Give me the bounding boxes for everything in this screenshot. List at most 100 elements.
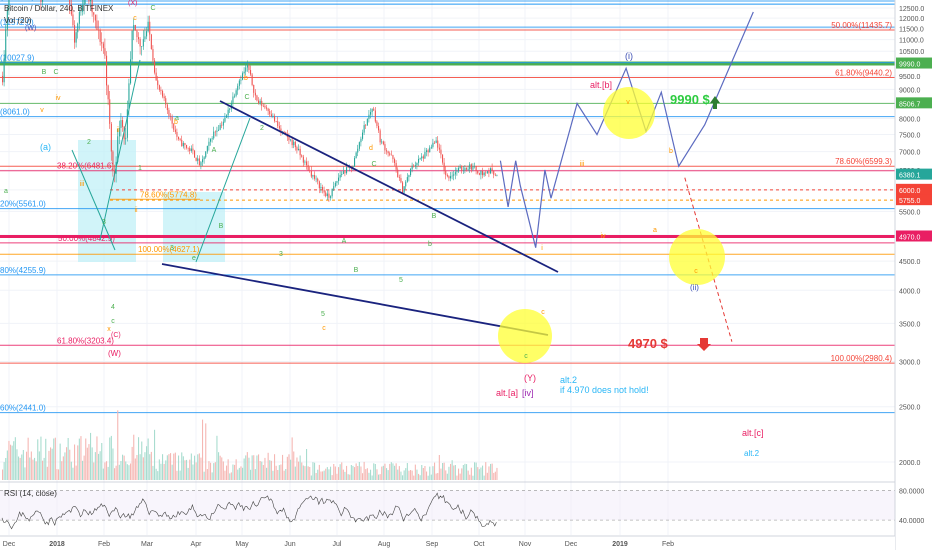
wave-label-42: b bbox=[428, 241, 432, 248]
volume-bar bbox=[472, 475, 474, 480]
wave-label-28: a bbox=[175, 115, 179, 122]
price-badge-text-1: 8506.7 bbox=[899, 101, 921, 108]
candle-body bbox=[418, 158, 420, 163]
annotation-14: (C) bbox=[111, 332, 121, 339]
volume-bar bbox=[246, 452, 248, 480]
volume-bar bbox=[477, 467, 479, 480]
candle-body bbox=[104, 48, 106, 56]
candle-body bbox=[344, 171, 346, 174]
candle-body bbox=[237, 85, 239, 91]
candle-body bbox=[99, 30, 101, 42]
candle-body bbox=[186, 145, 188, 148]
candle-body bbox=[109, 99, 111, 124]
volume-bar bbox=[35, 461, 37, 480]
candle-body bbox=[299, 148, 301, 156]
volume-bar bbox=[43, 457, 45, 480]
volume-bar bbox=[133, 434, 135, 480]
volume-bar bbox=[462, 465, 464, 480]
wave-label-35: e bbox=[192, 255, 196, 262]
candle-body bbox=[307, 165, 309, 171]
volume-bar bbox=[226, 465, 228, 480]
fib-label-10: 61.80%(3203.4) bbox=[57, 336, 114, 345]
price-tick-19: 3000.0 bbox=[899, 360, 921, 367]
wave-label-7: i bbox=[541, 245, 543, 252]
candle-body bbox=[488, 171, 490, 174]
candle-body bbox=[298, 148, 300, 151]
candle-body bbox=[150, 34, 152, 50]
candle-body bbox=[160, 89, 162, 91]
target-circle-bottom bbox=[498, 309, 552, 363]
volume-bar bbox=[278, 465, 280, 480]
candle-body bbox=[408, 175, 410, 178]
candle-body bbox=[493, 170, 495, 175]
candle-body bbox=[491, 168, 493, 171]
candle-body bbox=[42, 0, 44, 2]
annotation-12: (a) bbox=[40, 142, 51, 152]
candle-body bbox=[469, 164, 471, 170]
candle-body bbox=[229, 108, 231, 110]
volume-bar bbox=[131, 446, 133, 480]
volume-bar bbox=[422, 468, 424, 480]
price-badge-text-2: 6380.1 bbox=[899, 173, 921, 180]
candle-body bbox=[171, 116, 173, 124]
volume-bar bbox=[398, 466, 400, 480]
candle-body bbox=[200, 162, 202, 166]
volume-bar bbox=[219, 455, 221, 480]
candle-body bbox=[242, 73, 244, 80]
candle-body bbox=[262, 105, 264, 107]
candle-body bbox=[482, 171, 484, 176]
candle-body bbox=[486, 171, 488, 174]
volume-bar bbox=[493, 472, 495, 480]
candle-body bbox=[110, 123, 112, 152]
wave-label-27: C bbox=[371, 161, 376, 168]
time-tick-11: Nov bbox=[519, 541, 532, 548]
fib-label-13: 61.80%(9440.2) bbox=[835, 69, 892, 78]
candle-body bbox=[368, 114, 370, 119]
wave-label-9: b bbox=[174, 119, 178, 126]
volume-bar bbox=[200, 457, 202, 480]
volume-bar bbox=[90, 432, 92, 480]
candle-body bbox=[402, 182, 404, 193]
volume-bar bbox=[374, 464, 376, 480]
annotation-15: (W) bbox=[25, 25, 36, 32]
price-tick-20: 2500.0 bbox=[899, 405, 921, 412]
volume-bar bbox=[98, 453, 100, 480]
volume-bar bbox=[354, 467, 356, 480]
volume-bar bbox=[37, 439, 39, 480]
volume-bar bbox=[88, 444, 90, 480]
candle-body bbox=[456, 171, 458, 173]
candle-body bbox=[440, 149, 442, 155]
volume-bar bbox=[234, 464, 236, 480]
candle-body bbox=[445, 170, 447, 176]
volume-bar bbox=[421, 465, 423, 480]
volume-bar bbox=[400, 471, 402, 480]
volume-bar bbox=[267, 452, 269, 480]
zone-highlight-2 bbox=[163, 192, 225, 262]
candle-body bbox=[312, 175, 314, 177]
volume-bar bbox=[54, 437, 56, 480]
volume-bar bbox=[302, 465, 304, 480]
volume-bar bbox=[389, 463, 391, 480]
volume-bar bbox=[266, 467, 268, 480]
volume-bar bbox=[357, 466, 359, 480]
candle-body bbox=[93, 12, 95, 15]
volume-bar bbox=[91, 447, 93, 480]
candle-body bbox=[317, 178, 319, 182]
volume-bar bbox=[381, 466, 383, 480]
volume-bar bbox=[482, 465, 484, 480]
volume-bar bbox=[275, 465, 277, 480]
volume-bar bbox=[370, 469, 372, 480]
candle-body bbox=[213, 131, 215, 139]
volume-bar bbox=[130, 463, 132, 480]
volume-bar bbox=[82, 460, 84, 480]
volume-bar bbox=[296, 457, 298, 480]
candle-body bbox=[362, 132, 364, 139]
wave-label-20: 2 bbox=[260, 125, 264, 132]
price-badge-2 bbox=[896, 168, 932, 180]
candle-body bbox=[346, 167, 348, 174]
candle-body bbox=[376, 121, 378, 126]
volume-bar bbox=[288, 454, 290, 480]
candle-body bbox=[269, 111, 271, 115]
candle-body bbox=[304, 161, 306, 163]
candle-body bbox=[387, 151, 389, 154]
